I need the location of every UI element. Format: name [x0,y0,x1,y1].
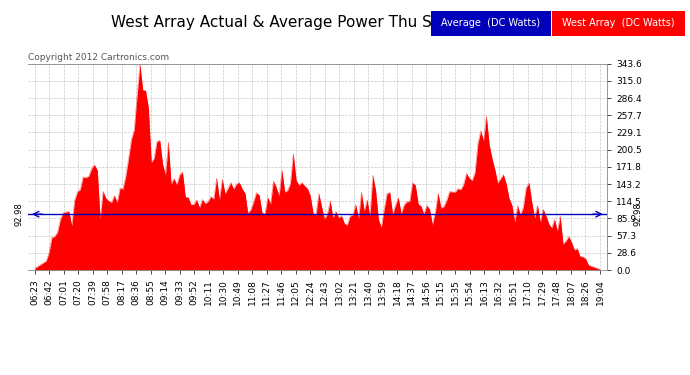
Text: Average  (DC Watts): Average (DC Watts) [442,18,540,28]
Text: Copyright 2012 Cartronics.com: Copyright 2012 Cartronics.com [28,53,169,62]
Text: 92.98: 92.98 [633,202,642,226]
Text: West Array  (DC Watts): West Array (DC Watts) [562,18,675,28]
Text: West Array Actual & Average Power Thu Sep 13 19:09: West Array Actual & Average Power Thu Se… [111,15,524,30]
Text: 92.98: 92.98 [14,202,23,226]
